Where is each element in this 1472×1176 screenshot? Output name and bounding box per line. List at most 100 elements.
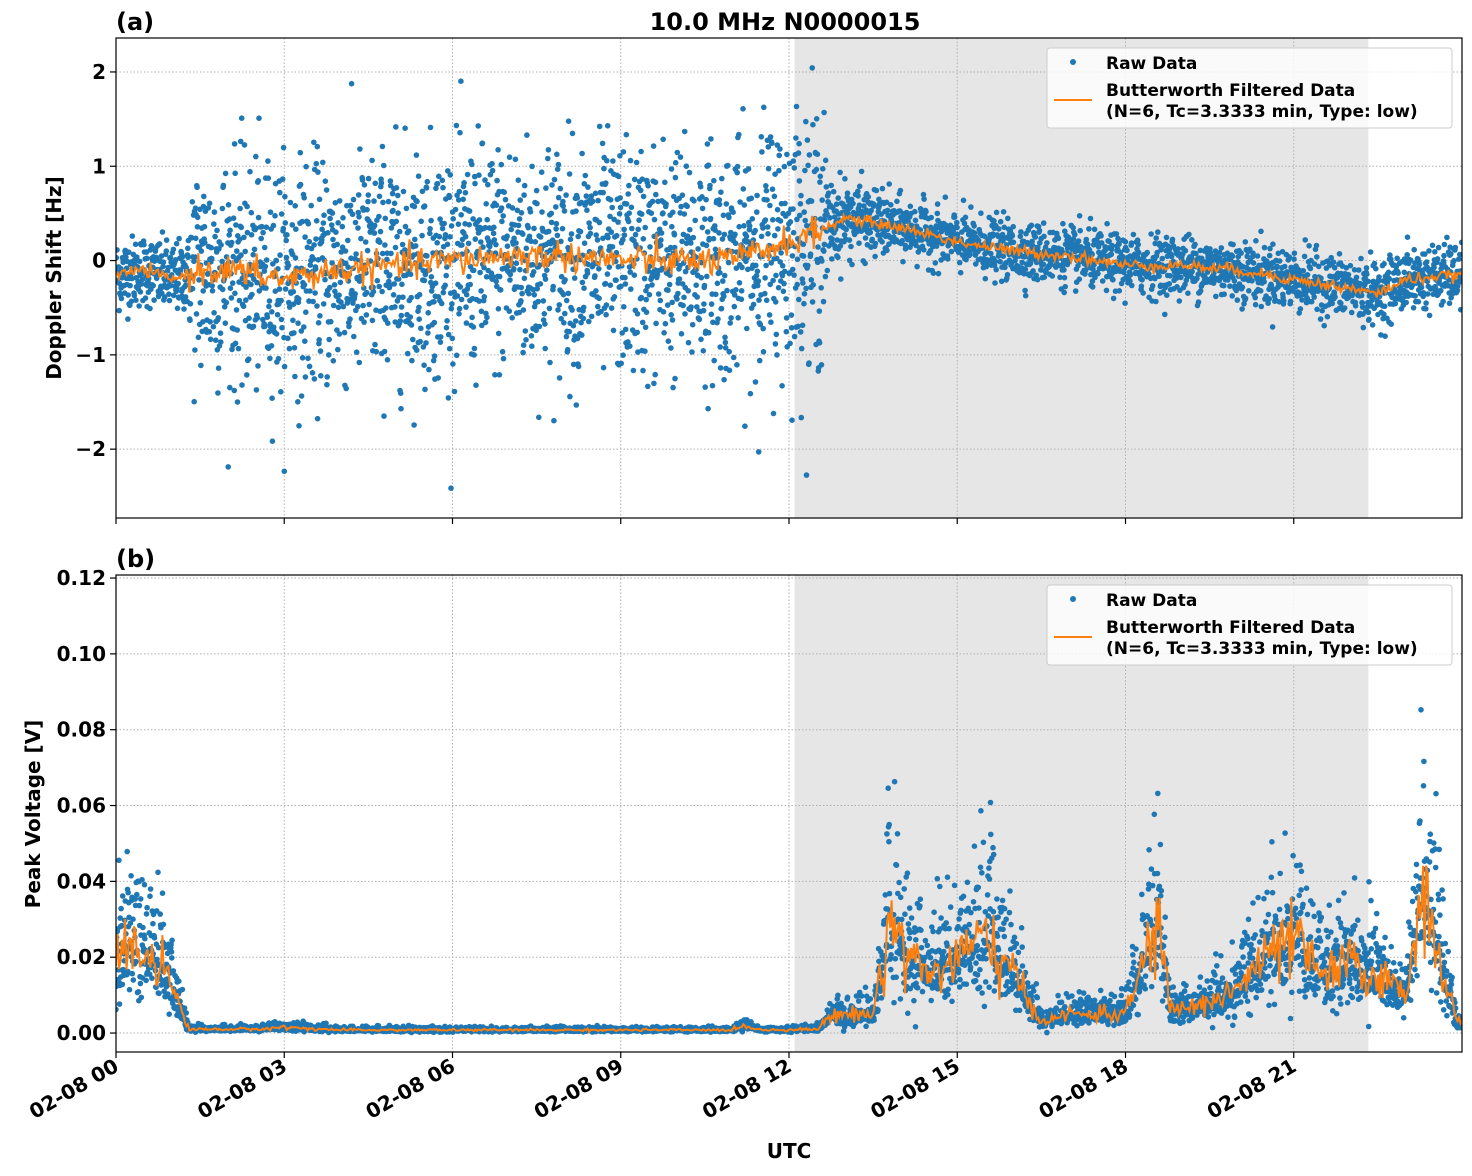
raw-data-point: [182, 1005, 188, 1011]
raw-data-point: [717, 270, 723, 276]
raw-data-point: [529, 333, 535, 339]
raw-data-point: [553, 204, 559, 210]
raw-data-point: [790, 206, 796, 212]
raw-data-point: [707, 183, 713, 189]
raw-data-point: [369, 158, 375, 164]
raw-data-point: [563, 192, 569, 198]
raw-data-point: [192, 347, 198, 353]
raw-data-point: [618, 205, 624, 211]
raw-data-point: [837, 170, 843, 176]
raw-data-point: [545, 156, 551, 162]
raw-data-point: [311, 242, 317, 248]
raw-data-point: [718, 365, 724, 371]
raw-data-point: [562, 311, 568, 317]
raw-data-point: [448, 172, 454, 178]
raw-data-point: [501, 356, 507, 362]
raw-data-point: [798, 201, 804, 207]
raw-data-point: [447, 346, 453, 352]
raw-data-point: [1430, 243, 1436, 249]
raw-data-point: [137, 903, 143, 909]
raw-data-point: [1109, 252, 1115, 258]
raw-data-point: [1077, 213, 1083, 219]
raw-data-point: [337, 198, 343, 204]
raw-data-point: [993, 259, 999, 265]
raw-data-point: [717, 202, 723, 208]
raw-data-point: [234, 307, 240, 313]
raw-data-point: [469, 162, 475, 168]
raw-data-point: [287, 346, 293, 352]
raw-data-point: [253, 154, 259, 160]
raw-data-point: [120, 982, 126, 988]
raw-data-point: [585, 270, 591, 276]
raw-data-point: [1104, 221, 1110, 227]
raw-data-point: [431, 299, 437, 305]
raw-data-point: [1441, 253, 1447, 259]
raw-data-point: [1423, 300, 1429, 306]
raw-data-point: [706, 330, 712, 336]
raw-data-point: [471, 324, 477, 330]
raw-data-point: [1041, 262, 1047, 268]
raw-data-point: [1331, 259, 1337, 265]
raw-data-point: [299, 393, 305, 399]
raw-data-point: [136, 989, 142, 995]
raw-data-point: [354, 349, 360, 355]
raw-data-point: [764, 197, 770, 203]
raw-data-point: [1286, 254, 1292, 260]
raw-data-point: [267, 298, 273, 304]
raw-data-point: [1411, 247, 1417, 253]
raw-data-point: [406, 228, 412, 234]
raw-data-point: [730, 209, 736, 215]
raw-data-point: [750, 293, 756, 299]
raw-data-point: [726, 260, 732, 266]
raw-data-point: [211, 310, 217, 316]
raw-data-point: [776, 285, 782, 291]
raw-data-point: [409, 322, 415, 328]
raw-data-point: [900, 259, 906, 265]
raw-data-point: [551, 418, 557, 424]
raw-data-point: [298, 182, 304, 188]
raw-data-point: [357, 146, 363, 152]
raw-data-point: [260, 230, 266, 236]
raw-data-point: [768, 134, 774, 140]
raw-data-point: [697, 317, 703, 323]
raw-data-point: [1342, 305, 1348, 311]
raw-data-point: [553, 226, 559, 232]
raw-data-point: [391, 292, 397, 298]
raw-data-point: [967, 252, 973, 258]
raw-data-point: [391, 281, 397, 287]
raw-data-point: [250, 252, 256, 258]
raw-data-point: [610, 244, 616, 250]
raw-data-point: [772, 194, 778, 200]
raw-data-point: [629, 226, 635, 232]
raw-data-point: [687, 170, 693, 176]
raw-data-point: [466, 274, 472, 280]
raw-data-point: [375, 278, 381, 284]
raw-data-point: [147, 893, 153, 899]
raw-data-point: [409, 358, 415, 364]
raw-data-point: [187, 317, 193, 323]
raw-data-point: [150, 921, 156, 927]
raw-data-point: [573, 208, 579, 214]
raw-data-point: [1393, 301, 1399, 307]
raw-data-point: [1349, 310, 1355, 316]
raw-data-point: [690, 322, 696, 328]
raw-data-point: [1092, 227, 1098, 233]
raw-data-point: [1372, 261, 1378, 267]
raw-data-point: [608, 197, 614, 203]
raw-data-point: [829, 256, 835, 262]
raw-data-point: [799, 415, 805, 421]
raw-data-point: [632, 272, 638, 278]
raw-data-point: [543, 185, 549, 191]
raw-data-point: [467, 282, 473, 288]
raw-data-point: [724, 201, 730, 207]
raw-data-point: [936, 271, 942, 277]
raw-data-point: [277, 252, 283, 258]
raw-data-point: [249, 292, 255, 298]
raw-data-point: [1332, 294, 1338, 300]
raw-data-point: [144, 905, 150, 911]
raw-data-point: [365, 248, 371, 254]
raw-data-point: [393, 245, 399, 251]
raw-data-point: [993, 267, 999, 273]
raw-data-point: [828, 183, 834, 189]
raw-data-point: [593, 191, 599, 197]
